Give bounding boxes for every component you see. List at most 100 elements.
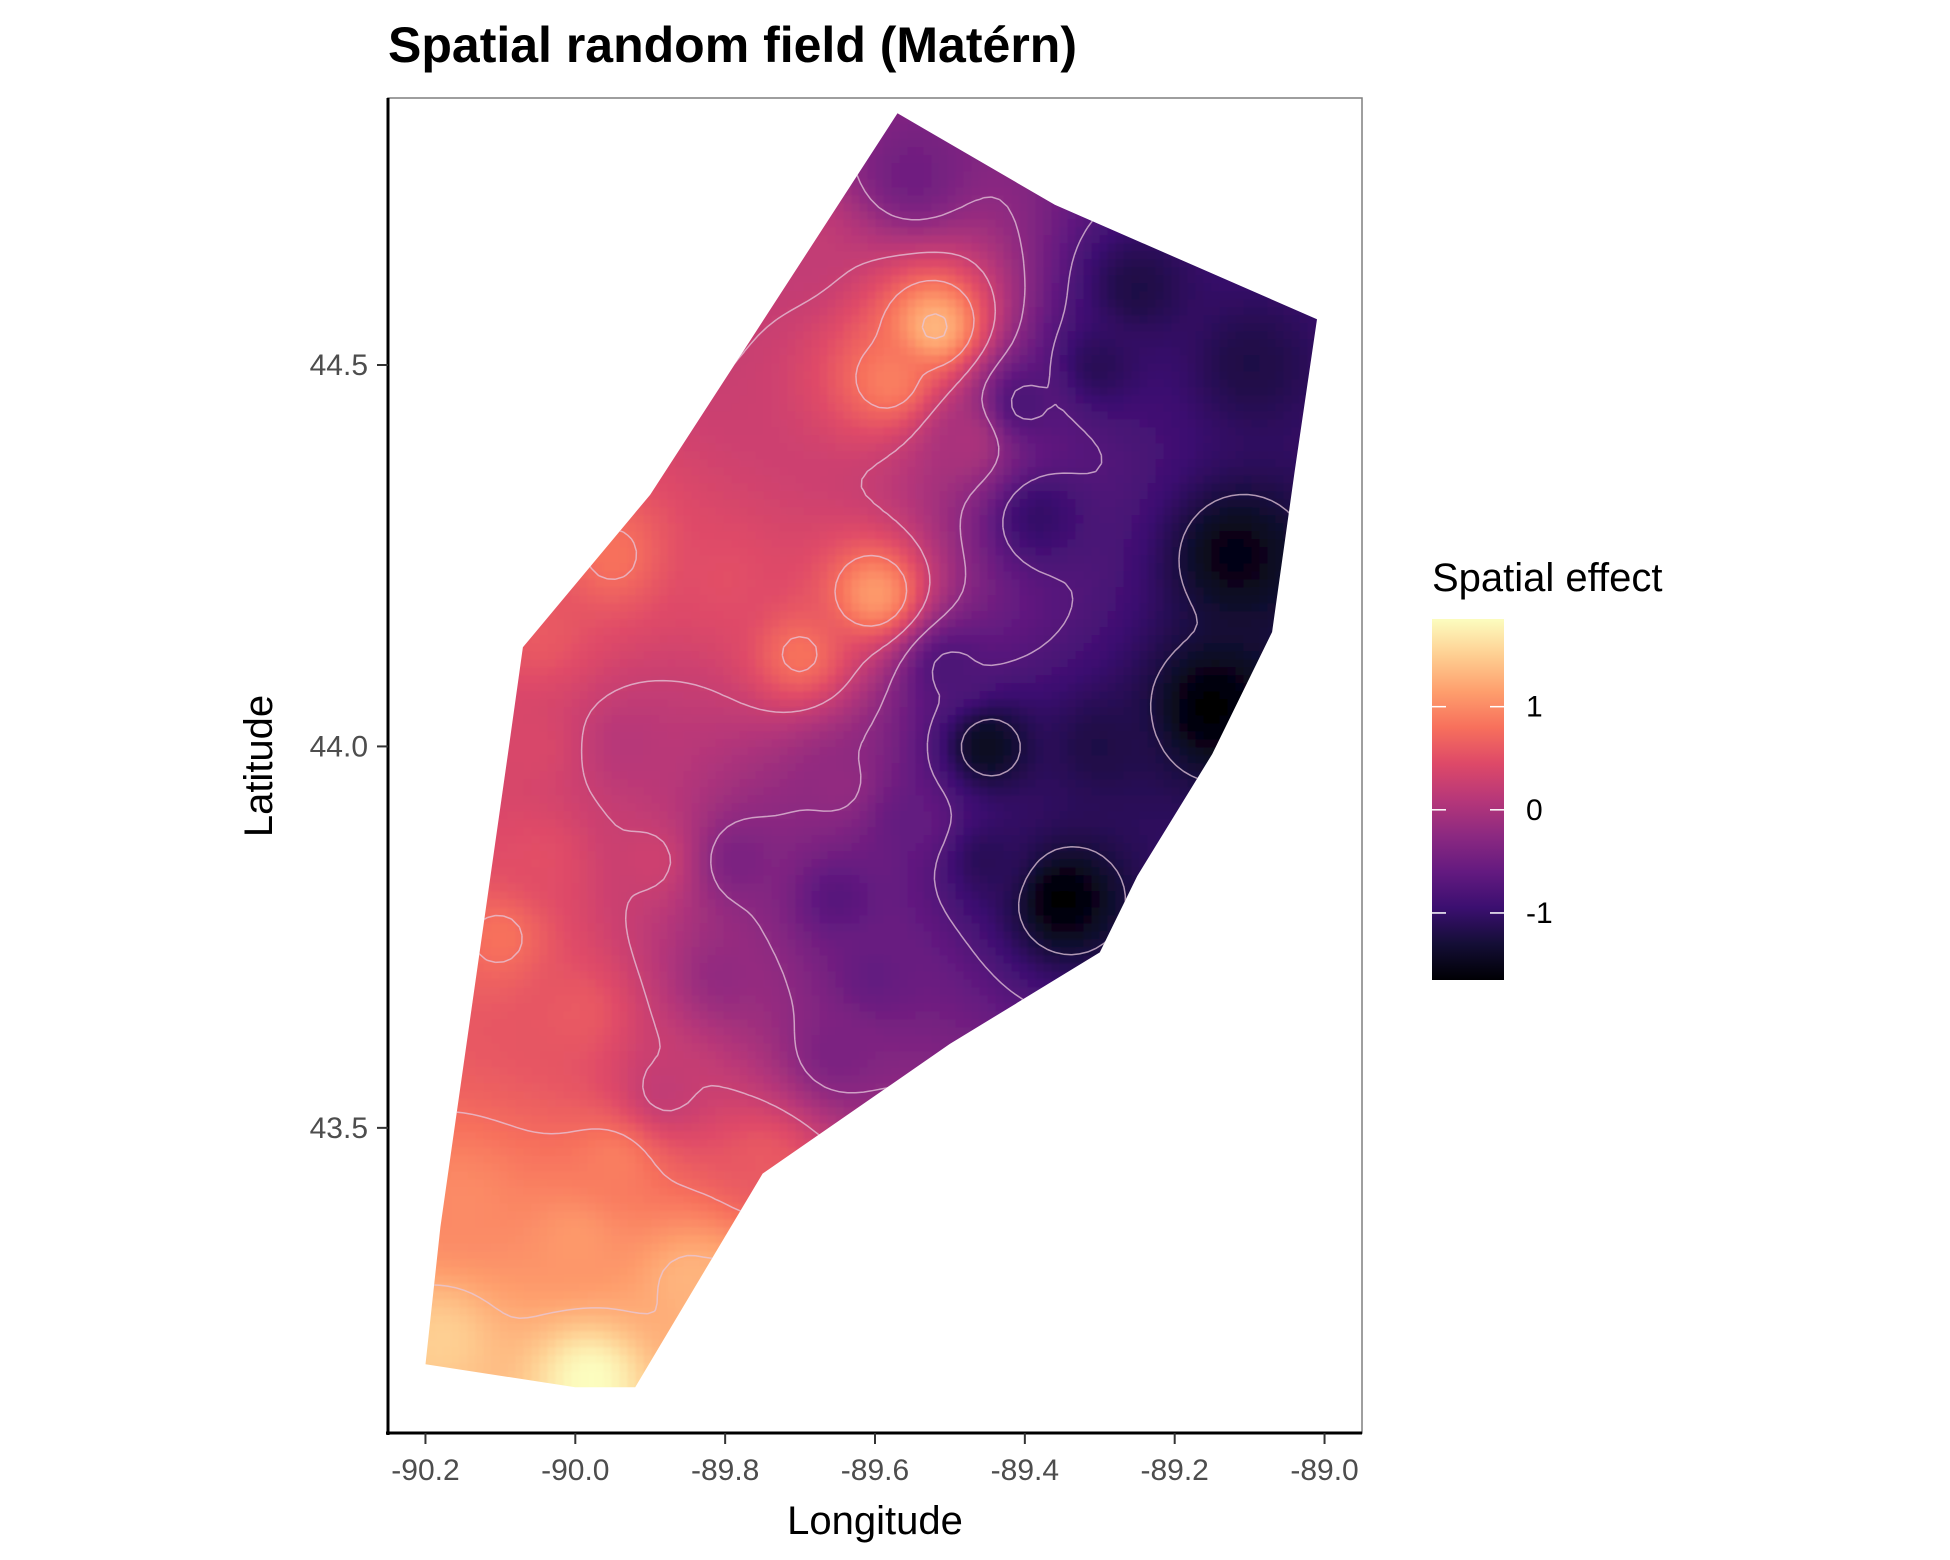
field-cell — [891, 275, 901, 285]
field-cell — [1139, 283, 1149, 293]
field-cell — [1003, 323, 1013, 333]
field-cell — [1203, 347, 1213, 357]
field-cell — [1051, 283, 1061, 293]
field-cell — [931, 347, 941, 357]
field-cell — [883, 331, 893, 341]
field-cell — [1227, 323, 1237, 333]
field-cell — [923, 163, 933, 173]
field-cell — [987, 267, 997, 277]
field-cell — [771, 411, 781, 421]
field-cell — [987, 179, 997, 189]
field-cell — [1251, 395, 1261, 405]
field-cell — [1051, 403, 1061, 413]
field-cell — [859, 419, 869, 429]
field-cell — [1203, 379, 1213, 389]
field-cell — [1083, 355, 1093, 365]
field-cell — [1235, 419, 1245, 429]
field-cell — [843, 427, 853, 437]
field-cell — [1091, 339, 1101, 349]
field-cell — [1083, 331, 1093, 341]
field-cell — [1059, 435, 1069, 445]
field-cell — [1035, 395, 1045, 405]
field-cell — [875, 355, 885, 365]
field-cell — [787, 347, 797, 357]
field-cell — [747, 419, 757, 429]
field-cell — [819, 251, 829, 261]
field-cell — [843, 403, 853, 413]
field-cell — [915, 243, 925, 253]
field-cell — [1099, 267, 1109, 277]
field-cell — [803, 323, 813, 333]
field-cell — [1251, 411, 1261, 421]
field-cell — [1243, 363, 1253, 373]
field-cell — [875, 339, 885, 349]
field-cell — [963, 163, 973, 173]
field-cell — [1219, 275, 1229, 285]
field-cell — [1147, 379, 1157, 389]
field-cell — [1131, 427, 1141, 437]
field-cell — [971, 163, 981, 173]
field-cell — [939, 211, 949, 221]
field-cell — [947, 163, 957, 173]
field-cell — [923, 411, 933, 421]
field-cell — [795, 275, 805, 285]
field-cell — [811, 275, 821, 285]
field-cell — [971, 227, 981, 237]
field-cell — [827, 339, 837, 349]
field-cell — [915, 339, 925, 349]
field-cell — [851, 243, 861, 253]
field-cell — [1211, 379, 1221, 389]
field-cell — [811, 347, 821, 357]
field-cell — [947, 171, 957, 181]
field-cell — [883, 187, 893, 197]
field-cell — [787, 443, 797, 453]
field-cell — [755, 347, 765, 357]
field-cell — [859, 163, 869, 173]
field-cell — [1235, 323, 1245, 333]
field-cell — [907, 395, 917, 405]
field-cell — [1035, 227, 1045, 237]
field-cell — [1083, 411, 1093, 421]
field-cell — [827, 283, 837, 293]
field-cell — [883, 131, 893, 141]
field-cell — [971, 283, 981, 293]
field-cell — [1267, 355, 1277, 365]
field-cell — [795, 419, 805, 429]
field-cell — [955, 395, 965, 405]
field-cell — [1043, 299, 1053, 309]
field-cell — [907, 371, 917, 381]
field-cell — [1187, 387, 1197, 397]
field-cell — [939, 283, 949, 293]
field-cell — [1179, 387, 1189, 397]
field-cell — [787, 275, 797, 285]
field-cell — [811, 419, 821, 429]
field-cell — [947, 147, 957, 157]
field-cell — [907, 291, 917, 301]
field-cell — [995, 339, 1005, 349]
field-cell — [1011, 387, 1021, 397]
field-cell — [835, 267, 845, 277]
field-cell — [1147, 275, 1157, 285]
field-cell — [1211, 363, 1221, 373]
field-cell — [1219, 355, 1229, 365]
field-cell — [1147, 371, 1157, 381]
field-cell — [899, 171, 909, 181]
field-cell — [891, 323, 901, 333]
field-cell — [979, 251, 989, 261]
field-cell — [1035, 339, 1045, 349]
field-cell — [763, 427, 773, 437]
field-cell — [1019, 187, 1029, 197]
field-cell — [915, 219, 925, 229]
field-cell — [987, 355, 997, 365]
field-cell — [827, 419, 837, 429]
field-cell — [939, 387, 949, 397]
field-cell — [851, 427, 861, 437]
field-cell — [1155, 267, 1165, 277]
field-cell — [771, 427, 781, 437]
field-cell — [1027, 395, 1037, 405]
field-cell — [1259, 339, 1269, 349]
field-cell — [931, 307, 941, 317]
field-cell — [1251, 315, 1261, 325]
field-cell — [867, 235, 877, 245]
field-cell — [851, 363, 861, 373]
